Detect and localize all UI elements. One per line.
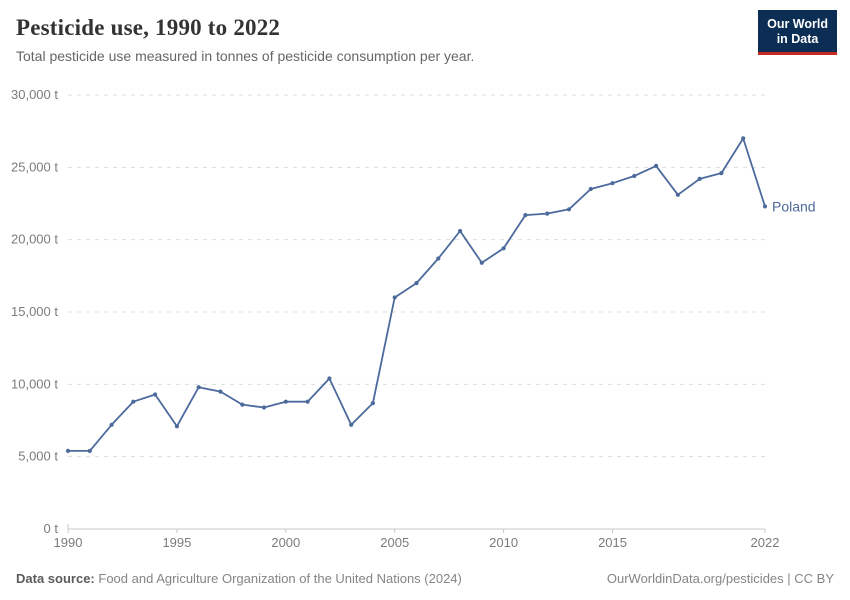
data-point <box>719 171 724 176</box>
owid-credit-link[interactable]: OurWorldinData.org/pesticides | CC BY <box>606 571 834 586</box>
data-point <box>479 260 484 265</box>
data-point <box>545 211 550 216</box>
data-source: Data source: Food and Agriculture Organi… <box>16 571 462 586</box>
page-title: Pesticide use, 1990 to 2022 <box>16 15 281 40</box>
data-point <box>65 448 71 453</box>
data-point <box>501 246 506 251</box>
y-tick-label: 25,000 t <box>11 159 58 174</box>
data-point <box>327 376 332 381</box>
data-point <box>87 448 92 453</box>
data-point <box>741 136 746 141</box>
x-tick-label: 2005 <box>380 535 409 550</box>
data-point <box>697 176 702 181</box>
data-point <box>261 405 267 410</box>
data-point <box>392 295 397 300</box>
y-tick-label: 5,000 t <box>18 449 58 464</box>
data-point <box>610 181 615 186</box>
y-tick-label: 20,000 t <box>11 232 58 247</box>
data-point <box>414 281 419 286</box>
data-point <box>131 399 136 404</box>
owid-logo-line2: in Data <box>776 32 819 46</box>
data-point <box>174 424 179 429</box>
owid-logo-line1: Our World <box>767 17 828 31</box>
data-point <box>218 389 223 394</box>
x-tick-label: 1990 <box>54 535 83 550</box>
chart-footer: Data source: Food and Agriculture Organi… <box>16 571 834 586</box>
data-point <box>153 392 158 397</box>
data-source-label: Data source: <box>16 571 95 586</box>
data-point <box>588 186 593 192</box>
chart-header: Pesticide use, 1990 to 2022 Total pestic… <box>16 15 740 64</box>
data-point <box>283 399 288 404</box>
data-point <box>370 401 375 406</box>
data-source-text: Food and Agriculture Organization of the… <box>98 571 462 586</box>
data-point <box>436 256 441 261</box>
y-tick-label: 10,000 t <box>11 376 58 391</box>
data-point <box>566 207 572 212</box>
data-point <box>196 385 201 390</box>
data-line-poland <box>67 137 766 452</box>
series-end-label: Poland <box>772 198 816 214</box>
data-point <box>305 399 310 404</box>
data-point <box>240 402 245 407</box>
data-point <box>762 204 768 209</box>
x-tick-label: 2000 <box>271 535 300 550</box>
x-tick-label: 2010 <box>489 535 518 550</box>
y-tick-label: 30,000 t <box>11 87 58 102</box>
chart-subtitle: Total pesticide use measured in tonnes o… <box>16 48 475 64</box>
data-point <box>675 192 681 197</box>
data-point <box>458 228 463 234</box>
data-point <box>109 422 114 427</box>
data-point <box>654 163 659 168</box>
y-tick-label: 0 t <box>44 521 59 536</box>
data-point <box>523 213 528 218</box>
owid-logo[interactable]: Our World in Data <box>758 10 837 55</box>
data-point <box>632 173 637 179</box>
y-tick-label: 15,000 t <box>11 304 58 319</box>
x-tick-label: 1995 <box>162 535 191 550</box>
x-tick-label: 2022 <box>751 535 780 550</box>
x-tick-label: 2015 <box>598 535 627 550</box>
data-point <box>349 422 354 427</box>
